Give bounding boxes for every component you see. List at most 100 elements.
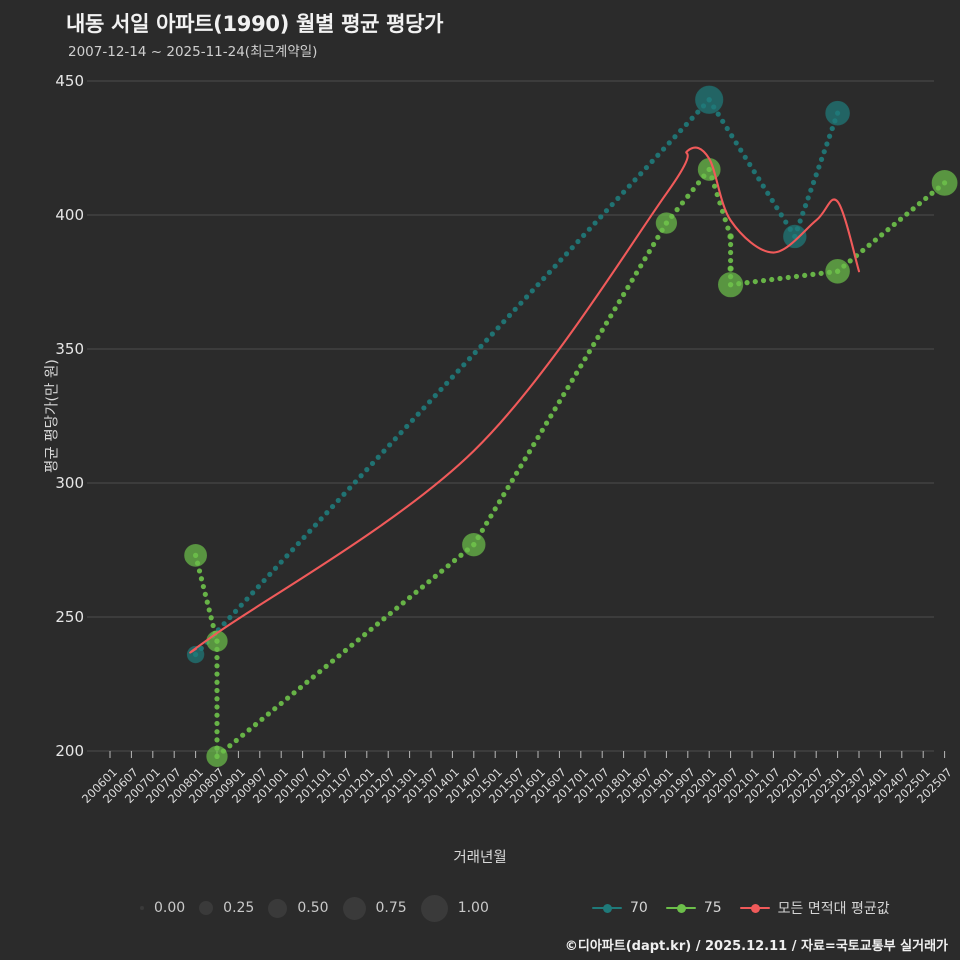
- series-line-dot: [581, 232, 587, 238]
- series-legend-entry-모든 면적대 평균값[interactable]: 모든 면적대 평균값: [739, 898, 890, 918]
- series-line-dot: [214, 654, 220, 661]
- series-line-dot: [777, 275, 783, 282]
- series-line-dot: [404, 423, 410, 430]
- data-point-bubble[interactable]: [783, 224, 807, 249]
- series-line-dot: [733, 140, 739, 146]
- series-line-dot: [206, 607, 212, 613]
- series-line-dot: [535, 434, 541, 441]
- series-legend-label: 70: [630, 900, 648, 916]
- series-line-dot: [392, 436, 398, 442]
- series-line-dot: [368, 626, 374, 632]
- data-point-bubble[interactable]: [931, 169, 958, 196]
- data-point-bubble[interactable]: [695, 85, 724, 114]
- series-legend-entry-75[interactable]: 75: [665, 900, 722, 916]
- data-point-bubble[interactable]: [462, 532, 486, 557]
- series-line-dot: [860, 247, 866, 254]
- series-line-dot: [649, 158, 655, 164]
- data-point-bubble[interactable]: [727, 265, 734, 272]
- series-line-dot: [591, 341, 597, 348]
- series-line-dot: [633, 270, 640, 276]
- series-line-dot: [451, 557, 458, 564]
- size-legend-entry: 0.50: [268, 898, 342, 918]
- series-line-dot: [802, 203, 809, 209]
- data-point-bubble[interactable]: [697, 158, 721, 181]
- data-point-bubble[interactable]: [825, 100, 850, 126]
- series-line-dot: [272, 706, 278, 712]
- series-line-dot: [793, 273, 800, 280]
- series-line-dot: [679, 200, 686, 206]
- series-line-dot: [897, 216, 904, 222]
- series-line-dot: [769, 276, 775, 283]
- series-line-dot: [543, 420, 550, 426]
- series-line-dot: [813, 172, 819, 178]
- data-point-bubble[interactable]: [727, 233, 734, 240]
- series-line-dot: [387, 610, 393, 617]
- series-line-dot: [802, 272, 808, 279]
- series-line-dot: [582, 356, 588, 362]
- series-line-dot: [655, 152, 661, 158]
- size-legend-bubble: [342, 896, 366, 920]
- series-line-dot: [847, 258, 853, 264]
- series-line-dot: [214, 720, 220, 727]
- series-line-dot: [717, 200, 723, 206]
- series-line-dot: [695, 180, 702, 186]
- series-line-dot: [728, 249, 734, 256]
- series-line-dot: [578, 363, 584, 369]
- series-line-dot: [722, 217, 728, 223]
- series-line-dot: [284, 553, 290, 559]
- data-point-bubble[interactable]: [655, 212, 678, 234]
- series-line-dot: [760, 277, 767, 284]
- series-line-dot: [586, 226, 592, 232]
- series-legend-swatch: [739, 901, 770, 915]
- series-line-dot: [415, 411, 421, 417]
- series-line-dot: [879, 232, 885, 238]
- series-line-dot: [240, 732, 246, 738]
- series-line-dot: [375, 454, 381, 460]
- series-legend-label: 75: [703, 900, 722, 916]
- series-line-dot: [719, 208, 726, 214]
- series-line-dot: [398, 430, 404, 436]
- series-line-dot: [329, 503, 336, 510]
- y-tick-label: 200: [55, 742, 84, 760]
- series-line-dot: [609, 201, 615, 208]
- series-line-dot: [742, 154, 748, 160]
- series-line-dot: [426, 399, 433, 405]
- size-legend-bubble: [199, 901, 214, 915]
- series-line-dot: [916, 201, 923, 207]
- series-line-dot: [923, 195, 929, 202]
- series-line-dot: [196, 568, 203, 574]
- size-legend-label: 0.00: [154, 900, 186, 916]
- series-line-dot: [512, 306, 518, 312]
- series-line-dot: [496, 499, 503, 505]
- data-point-bubble[interactable]: [184, 543, 208, 567]
- series-line-dot: [214, 679, 220, 685]
- y-tick-label: 300: [55, 474, 84, 492]
- series-legend-swatch: [665, 901, 696, 915]
- series-line-dot: [310, 674, 316, 680]
- series-line-dot: [612, 306, 618, 312]
- series-line-dot: [747, 161, 753, 168]
- series-line: [189, 146, 861, 654]
- series-line-dot: [295, 540, 301, 547]
- series-line-dot: [202, 591, 208, 597]
- series-line-dot: [290, 547, 296, 553]
- series-line-dot: [335, 497, 341, 504]
- data-point-bubble[interactable]: [206, 745, 228, 768]
- series-line-dot: [347, 485, 353, 491]
- series-line-dot: [561, 391, 567, 398]
- series-legend[interactable]: 70 75 모든 면적대 평균값: [592, 893, 908, 923]
- series-line-dot: [421, 405, 427, 411]
- data-point-bubble[interactable]: [825, 258, 850, 284]
- size-legend-label: 0.25: [223, 900, 255, 916]
- series-line-dot: [725, 225, 731, 231]
- size-legend-bubble: [140, 906, 144, 910]
- page-title: 내동 서일 아파트(1990) 월별 평균 평당가: [66, 12, 444, 36]
- series-legend-swatch: [592, 901, 622, 915]
- series-line-dot: [599, 327, 605, 333]
- series-line-dot: [774, 205, 780, 211]
- data-point-bubble[interactable]: [717, 272, 744, 298]
- size-legend-entry: 1.00: [420, 894, 503, 922]
- series-line-dot: [489, 331, 495, 337]
- series-legend-entry-70[interactable]: 70: [592, 900, 648, 916]
